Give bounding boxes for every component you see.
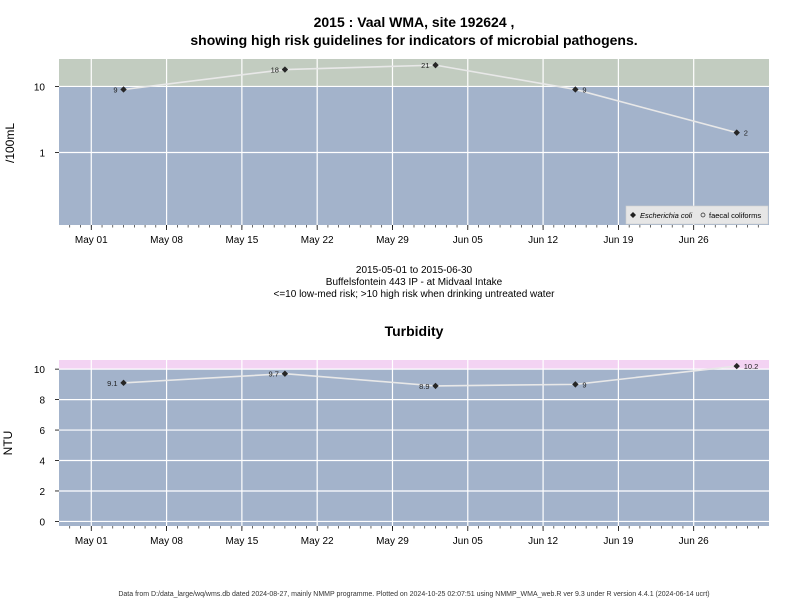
chart-subtitle: showing high risk guidelines for indicat… [190, 32, 637, 48]
x-tick-label: May 22 [301, 235, 334, 246]
data-point [281, 370, 289, 377]
data-point [733, 129, 740, 136]
chart-title: 2015 : Vaal WMA, site 192624 , [314, 14, 515, 30]
x-tick-label: May 29 [376, 235, 409, 246]
legend-ecoli: Escherichia coli [640, 211, 692, 220]
y-tick-label: 10 [34, 82, 46, 93]
legend-faecal: faecal coliforms [709, 211, 761, 220]
data-label: 9 [582, 380, 586, 389]
y-tick-label: 4 [39, 457, 45, 468]
data-point [572, 381, 579, 388]
faecal-legend-marker [700, 212, 706, 218]
data-label: 9.7 [268, 370, 278, 379]
x-tick-label: May 15 [225, 235, 258, 246]
x-tick-label: May 01 [75, 235, 108, 246]
legend: Escherichia coli faecal coliforms [625, 205, 769, 225]
data-label: 9 [113, 85, 117, 94]
caption-guideline: <=10 low-med risk; >10 high risk when dr… [274, 289, 556, 300]
ecoli-legend-marker [630, 212, 636, 218]
turbidity-title: Turbidity [385, 323, 444, 339]
footer-note: Data from D:/data_large/wq/wms.db dated … [118, 591, 709, 598]
x-tick-label: Jun 19 [603, 235, 633, 246]
caption-site: Buffelsfontein 443 IP - at Midvaal Intak… [326, 277, 503, 288]
high-risk-band [59, 360, 769, 370]
data-label: 9.1 [107, 379, 117, 388]
data-point [733, 362, 740, 370]
data-point [572, 86, 579, 93]
data-point [120, 379, 127, 387]
data-label: 21 [421, 61, 429, 70]
y-tick-label: 6 [39, 426, 45, 437]
data-label: 2 [744, 129, 748, 138]
x-tick-label: May 29 [376, 536, 409, 547]
y-axis-label-bottom: NTU [1, 431, 15, 456]
y-tick-label: 10 [34, 365, 46, 376]
x-tick-label: Jun 26 [679, 536, 709, 547]
y-axis-label-top: /100mL [3, 123, 17, 163]
y-tick-label: 2 [39, 487, 45, 498]
x-tick-label: Jun 19 [603, 536, 633, 547]
x-tick-label: Jun 12 [528, 536, 558, 547]
data-point [432, 61, 439, 69]
x-tick-label: Jun 05 [453, 536, 483, 547]
high-risk-band [59, 59, 769, 87]
data-label: 8.9 [419, 382, 429, 391]
microbial-panel: 9 18 21 9 2 Escherichia coli faecal coliform… [59, 59, 769, 225]
x-tick-label: May 08 [150, 235, 183, 246]
turbidity-panel: 9.1 9.7 8.9 9 10.2 [59, 360, 769, 526]
data-point [432, 382, 439, 390]
low-risk-band [59, 360, 769, 526]
y-tick-label: 1 [39, 149, 45, 160]
caption-date-range: 2015-05-01 to 2015-06-30 [356, 265, 473, 276]
y-tick-label: 0 [39, 517, 45, 528]
x-tick-label: May 08 [150, 536, 183, 547]
legend-box [625, 205, 769, 225]
data-label: 10.2 [744, 362, 759, 371]
x-tick-label: Jun 12 [528, 235, 558, 246]
x-tick-label: May 01 [75, 536, 108, 547]
x-tick-label: Jun 05 [453, 235, 483, 246]
x-tick-label: Jun 26 [679, 235, 709, 246]
x-tick-label: May 22 [301, 536, 334, 547]
data-label: 18 [271, 66, 279, 75]
data-label: 9 [582, 85, 586, 94]
data-point [120, 86, 127, 93]
y-tick-label: 8 [39, 396, 45, 407]
data-point [281, 66, 289, 73]
x-tick-label: May 15 [225, 536, 258, 547]
